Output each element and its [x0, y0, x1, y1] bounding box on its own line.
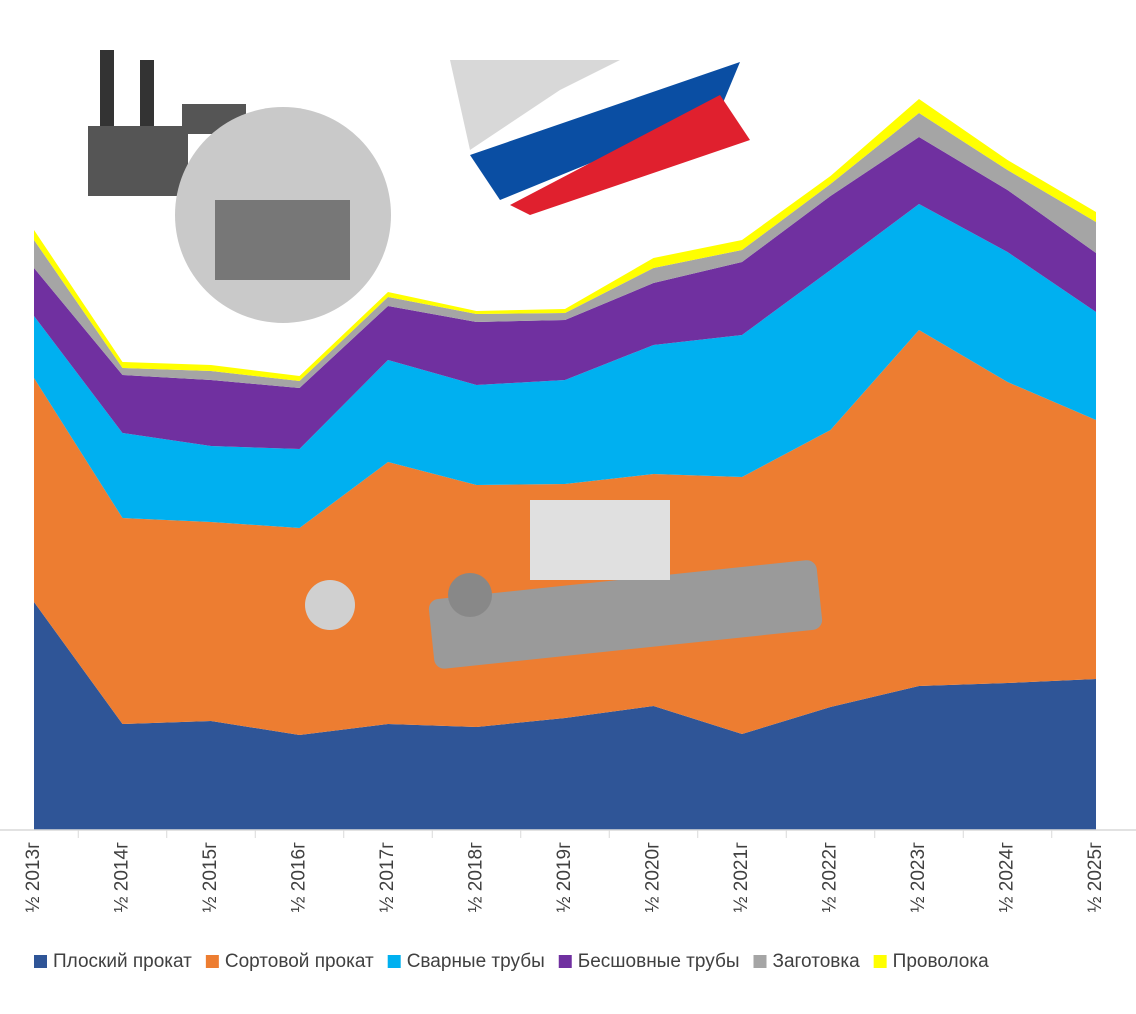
legend-swatch — [753, 955, 767, 968]
legend-swatch — [387, 955, 401, 968]
legend-label: Плоский прокат — [53, 951, 192, 972]
x-tick-label: ½ 2022г — [820, 842, 841, 912]
x-tick-label: ½ 2021г — [731, 842, 752, 912]
x-tick-label: ½ 2013г — [23, 842, 44, 912]
x-tick-label: ½ 2014г — [112, 842, 133, 912]
x-tick-label: ½ 2018г — [466, 842, 487, 912]
x-axis-labels: ½ 2013г ½ 2014г ½ 2015г ½ 2016г ½ 2017г ½ 201… — [23, 830, 1106, 912]
legend-label: Проволока — [893, 951, 989, 972]
x-tick-label: ½ 2020г — [643, 842, 664, 912]
x-tick-label: ½ 2023г — [908, 842, 929, 912]
legend-label: Бесшовные трубы — [578, 951, 740, 972]
x-tick-label: ½ 2016г — [289, 842, 310, 912]
area — [34, 602, 1096, 830]
x-tick-label: ½ 2019г — [554, 842, 575, 912]
x-tick-label: ½ 2015г — [200, 842, 221, 912]
area — [34, 137, 1096, 449]
area — [34, 204, 1096, 528]
legend-swatch — [558, 955, 572, 968]
legend-swatch — [873, 955, 887, 968]
legend-label: Заготовка — [773, 951, 861, 972]
legend-swatch — [205, 955, 219, 968]
legend-swatch — [34, 955, 47, 968]
x-tick-label: ½ 2025г — [1085, 842, 1106, 912]
legend-label: Сварные трубы — [407, 951, 545, 972]
legend: Плоский прокат Сортовой прокат Сварные тру… — [34, 951, 989, 972]
decoration — [88, 50, 823, 669]
x-tick-label: ½ 2017г — [377, 842, 398, 912]
x-tick-label: ½ 2024г — [997, 842, 1018, 912]
legend-label: Сортовой прокат — [225, 951, 374, 972]
